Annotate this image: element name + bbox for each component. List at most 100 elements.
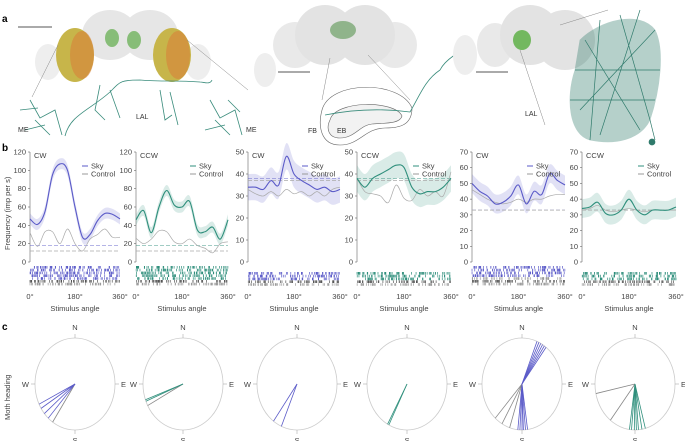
legend-control: Control bbox=[311, 170, 336, 179]
neuron-tracing-1 bbox=[19, 79, 243, 137]
polar-plot-1: N S W E bbox=[22, 323, 126, 441]
y-tick-label: 60 bbox=[18, 203, 26, 212]
legend-sky: Sky bbox=[647, 162, 660, 171]
spike-raster bbox=[247, 272, 340, 286]
y-tick-label: 50 bbox=[570, 179, 578, 188]
polar-plot-3: N S W E bbox=[244, 323, 348, 441]
label-me-left: ME bbox=[18, 127, 29, 134]
label-lal-2: LAL bbox=[525, 111, 538, 118]
chart-title: CW bbox=[34, 151, 47, 160]
compass-s: S bbox=[294, 436, 299, 441]
spike-raster bbox=[356, 272, 451, 286]
polar-plot-2: N S W E bbox=[130, 323, 234, 441]
compass-n: N bbox=[72, 323, 77, 332]
xlabel: Stimulus angle bbox=[604, 304, 653, 313]
polar-plot-5: N S W E bbox=[469, 323, 573, 441]
sky-heading-line bbox=[521, 347, 547, 385]
neuron-tracing-3 bbox=[569, 9, 661, 146]
y-tick-label: 120 bbox=[119, 148, 132, 157]
legend-control: Control bbox=[647, 170, 672, 179]
sky-line bbox=[247, 155, 341, 193]
sky-heading-line bbox=[517, 383, 523, 430]
control-heading-line bbox=[509, 383, 523, 428]
compass-s: S bbox=[519, 436, 524, 441]
compass-e: E bbox=[343, 380, 348, 389]
y-tick-label: 100 bbox=[13, 166, 26, 175]
y-tick-label: 50 bbox=[460, 179, 468, 188]
legend-control: Control bbox=[536, 170, 561, 179]
sky-heading-line bbox=[44, 383, 76, 414]
compass-n: N bbox=[294, 323, 299, 332]
x-tick-label: 180° bbox=[67, 292, 83, 301]
y-tick-label: 10 bbox=[460, 242, 468, 251]
compass-n: N bbox=[404, 323, 409, 332]
x-tick-label: 360° bbox=[557, 292, 573, 301]
sky-heading-line bbox=[634, 383, 646, 429]
compass-w: W bbox=[469, 380, 477, 389]
y-tick-label: 80 bbox=[18, 184, 26, 193]
y-tick-label: 40 bbox=[570, 195, 578, 204]
compass-s: S bbox=[632, 436, 637, 441]
y-tick-label: 10 bbox=[570, 242, 578, 251]
y-tick-label: 50 bbox=[236, 148, 244, 157]
compass-w: W bbox=[354, 380, 362, 389]
x-tick-label: 360° bbox=[668, 292, 684, 301]
sky-heading-line bbox=[634, 383, 643, 430]
label-fb: FB bbox=[308, 128, 317, 135]
y-tick-label: 0 bbox=[22, 258, 26, 267]
xlabel: Stimulus angle bbox=[494, 304, 543, 313]
legend-control: Control bbox=[422, 170, 447, 179]
y-tick-label: 100 bbox=[119, 166, 132, 175]
compass-n: N bbox=[180, 323, 185, 332]
panel-label-c: c bbox=[2, 322, 8, 333]
compass-w: W bbox=[244, 380, 252, 389]
y-tick-label: 20 bbox=[345, 214, 353, 223]
y-tick-label: 10 bbox=[345, 236, 353, 245]
control-heading-line bbox=[610, 383, 636, 421]
label-lal: LAL bbox=[136, 114, 149, 121]
legend-control: Control bbox=[199, 170, 224, 179]
sky-heading-line bbox=[38, 383, 76, 405]
y-tick-label: 0 bbox=[464, 258, 468, 267]
chart-title: CW bbox=[476, 151, 489, 160]
panel-a-illustration: ME LAL ME FB EB bbox=[18, 5, 661, 146]
y-tick-label: 70 bbox=[570, 148, 578, 157]
legend-sky: Sky bbox=[311, 162, 324, 171]
brain-render-1 bbox=[31, 10, 249, 98]
compass-s: S bbox=[180, 436, 185, 441]
control-line bbox=[29, 228, 121, 252]
x-tick-label: 360° bbox=[443, 292, 459, 301]
sky-heading-line bbox=[280, 383, 298, 427]
spike-raster bbox=[581, 272, 677, 286]
y-tick-label: 20 bbox=[460, 226, 468, 235]
x-tick-label: 0° bbox=[244, 292, 251, 301]
y-tick-label: 40 bbox=[345, 170, 353, 179]
compass-n: N bbox=[632, 323, 637, 332]
sky-heading-line bbox=[633, 383, 636, 430]
spike-raster bbox=[135, 266, 229, 286]
compass-w: W bbox=[582, 380, 590, 389]
y-tick-label: 60 bbox=[124, 203, 132, 212]
sky-heading-line bbox=[388, 383, 408, 426]
xlabel: Stimulus angle bbox=[379, 304, 428, 313]
x-tick-label: 180° bbox=[511, 292, 527, 301]
compass-s: S bbox=[72, 436, 77, 441]
y-tick-label: 20 bbox=[236, 214, 244, 223]
brain-render-3 bbox=[453, 5, 609, 126]
polar-plot-4: N S W E bbox=[354, 323, 458, 441]
sky-error-band bbox=[136, 184, 228, 245]
compass-e: E bbox=[229, 380, 234, 389]
sky-line bbox=[471, 172, 566, 205]
label-me-right: ME bbox=[246, 127, 257, 134]
sky-heading-line bbox=[629, 383, 636, 430]
y-tick-label: 80 bbox=[124, 184, 132, 193]
sky-line bbox=[581, 198, 677, 216]
y-tick-label: 0 bbox=[574, 258, 578, 267]
y-tick-label: 60 bbox=[570, 163, 578, 172]
